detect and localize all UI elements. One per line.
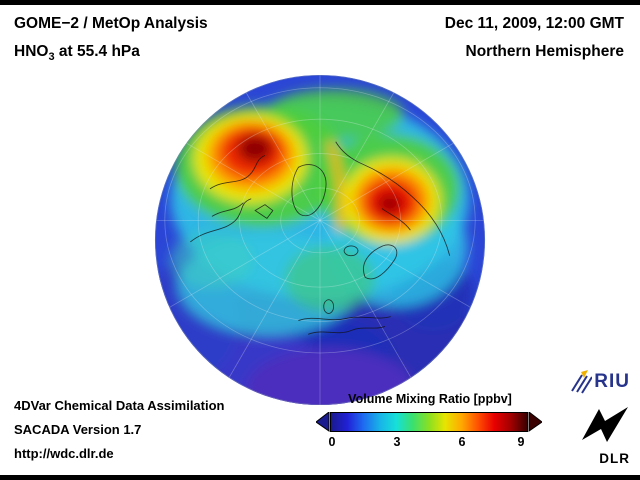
analysis-title: GOME−2 / MetOp Analysis [14,15,208,32]
species-subscript: 3 [48,51,55,64]
coastlines [190,141,451,335]
riu-logo-text: RIU [594,371,630,392]
tick-3: 3 [393,435,401,449]
globe-rim [155,75,485,405]
colorbar-scale [316,412,544,432]
mixing-ratio-field [154,88,486,406]
colorbar-title: Volume Mixing Ratio [ppbv] [348,392,512,406]
riu-logo-icon [571,370,593,394]
colorbar-tick-labels: 0 3 6 9 [316,435,544,451]
datetime-label: Dec 11, 2009, 12:00 GMT [444,15,624,32]
version-label: SACADA Version 1.7 [14,422,142,437]
url-label: http://wdc.dlr.de [14,446,114,461]
top-border-bar [0,0,640,5]
colorbar: Volume Mixing Ratio [ppbv] 0 3 6 9 [316,392,544,451]
graticule [154,74,486,406]
tick-9: 9 [517,435,525,449]
dlr-logo: DLR [572,404,630,466]
header-right: Dec 11, 2009, 12:00 GMT Northern Hemisph… [445,10,624,66]
colorbar-arrow-right [528,412,542,432]
bottom-border-bar [0,475,640,480]
riu-logo: RIU [570,370,630,394]
globe-svg [154,74,486,406]
colorbar-gradient [330,412,528,432]
footer-left: 4DVar Chemical Data Assimilation SACADA … [14,394,225,466]
colorbar-arrow-left [316,412,330,432]
tick-0: 0 [328,435,336,449]
dlr-logo-text: DLR [599,451,630,466]
species-pressure-label: HNO3 at 55.4 hPa [14,38,208,71]
pressure-level: at 55.4 hPa [54,43,140,60]
header-left: GOME−2 / MetOp Analysis HNO3 at 55.4 hPa [14,10,208,71]
species-name: HNO [14,43,49,60]
globe-map [153,73,487,407]
tick-6: 6 [458,435,466,449]
dlr-bird-icon [582,407,628,442]
hemisphere-label: Northern Hemisphere [465,43,624,60]
assimilation-label: 4DVar Chemical Data Assimilation [14,398,225,413]
